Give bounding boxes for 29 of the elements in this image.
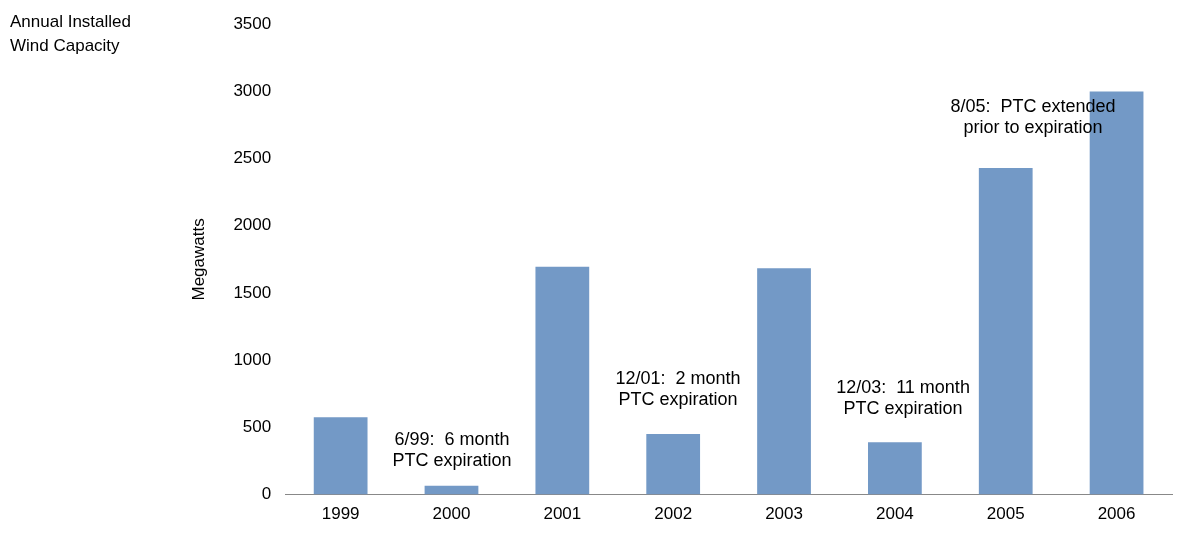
annotation: 6/99: 6 month PTC expiration [392,429,512,471]
y-tick-label: 2000 [233,215,272,235]
y-tick-label: 3500 [233,13,272,33]
bar [868,442,922,495]
y-tick-label: 1500 [233,282,272,302]
x-tick-label: 2006 [1097,504,1136,524]
y-tick-label: 3000 [233,81,272,101]
x-tick-label: 2004 [875,504,914,524]
x-tick-label: 2001 [543,504,582,524]
bar [535,266,590,495]
bar [313,417,368,495]
bar [646,434,701,495]
y-tick-label: 2500 [233,148,272,168]
annotation: 12/01: 2 month PTC expiration [615,368,741,410]
y-tick-label: 0 [261,484,272,504]
y-axis-title: Megawatts [188,218,208,301]
x-tick-label: 1999 [321,504,360,524]
annotation: 8/05: PTC extended prior to expiration [950,96,1116,138]
x-tick-label: 2000 [432,504,471,524]
bar [424,485,479,495]
y-tick-label: 500 [242,417,272,437]
y-tick-label: 1000 [233,349,272,369]
x-tick-label: 2005 [986,504,1025,524]
annotation: 12/03: 11 month PTC expiration [836,377,970,419]
bar [757,268,811,495]
bar [978,168,1033,495]
x-tick-label: 2002 [654,504,693,524]
text: Annual Installed Wind Capacity [10,11,131,57]
x-tick-label: 2003 [765,504,803,524]
